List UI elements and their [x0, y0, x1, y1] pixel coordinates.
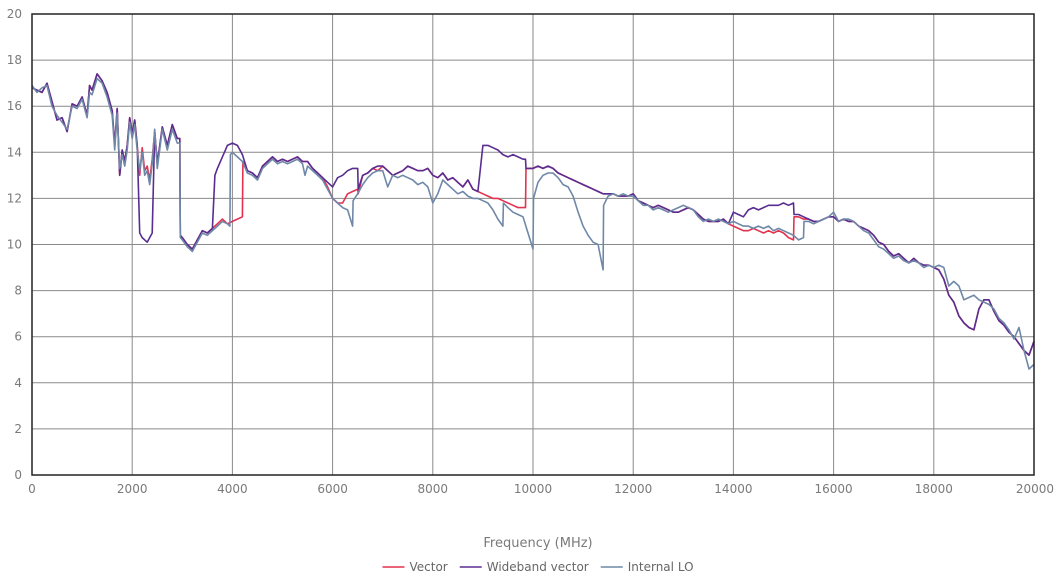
y-tick-label: 12 [7, 191, 22, 205]
y-tick-label: 10 [7, 238, 22, 252]
x-tick-label: 20000 [1016, 482, 1054, 496]
y-tick-label: 18 [7, 53, 22, 67]
y-tick-label: 14 [7, 145, 22, 159]
y-tick-label: 2 [14, 422, 22, 436]
series-lines [31, 73, 1035, 370]
x-tick-label: 2000 [117, 482, 148, 496]
y-tick-label: 0 [14, 468, 22, 482]
legend-item: Internal LO [600, 560, 694, 574]
y-tick-label: 20 [7, 7, 22, 21]
legend-label: Vector [409, 560, 447, 574]
plot-frame [31, 13, 1035, 476]
y-axis-ticks: 0 2 4 6 8 10 12 14 16 18 20 [7, 7, 22, 482]
x-tick-label: 6000 [317, 482, 348, 496]
y-tick-label: 8 [14, 284, 22, 298]
legend-item: Vector [382, 560, 448, 574]
x-tick-label: 12000 [614, 482, 652, 496]
x-tick-label: 14000 [714, 482, 752, 496]
x-tick-label: 4000 [217, 482, 248, 496]
legend-item: Wideband vector [459, 560, 589, 574]
series-line-internal-lo [31, 77, 1035, 370]
legend-label: Wideband vector [487, 560, 589, 574]
x-tick-label: 10000 [514, 482, 552, 496]
x-axis-ticks: 0 2000 4000 6000 8000 10000 12000 14000 16000 180… [28, 482, 1054, 496]
x-axis-label: Frequency (MHz) [483, 536, 592, 551]
x-tick-label: 18000 [915, 482, 953, 496]
legend-label: Internal LO [628, 560, 694, 574]
y-tick-label: 4 [14, 376, 22, 390]
y-tick-label: 16 [7, 99, 22, 113]
x-tick-label: 16000 [815, 482, 853, 496]
x-tick-label: 8000 [418, 482, 449, 496]
y-tick-label: 6 [14, 330, 22, 344]
x-tick-label: 0 [28, 482, 36, 496]
legend: Vector Wideband vector Internal LO [382, 560, 694, 574]
